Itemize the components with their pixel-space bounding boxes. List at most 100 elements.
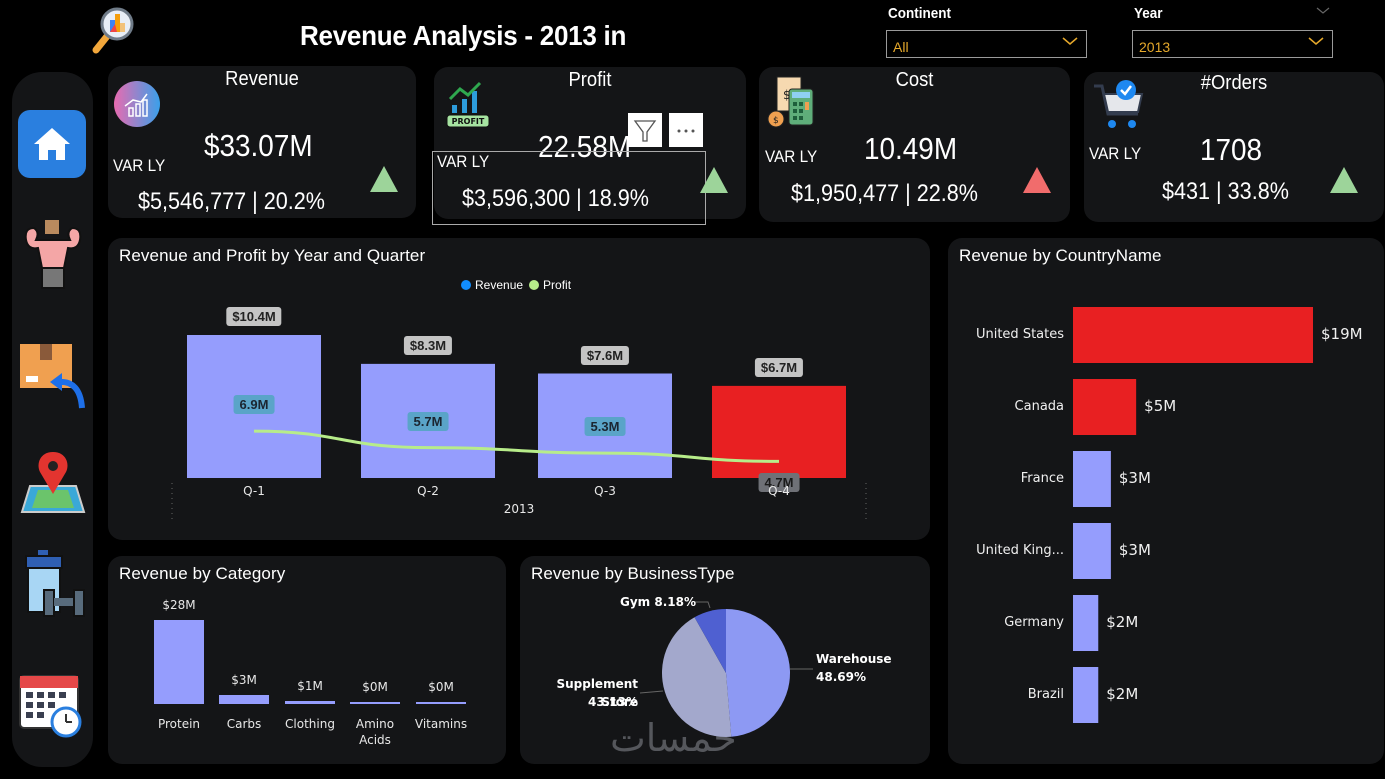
category-bar[interactable]	[219, 695, 269, 704]
category-value-label: $3M	[231, 673, 257, 687]
country-bar[interactable]	[1073, 523, 1111, 579]
x-axis-group-label: 2013	[503, 502, 535, 516]
sidebar-item-calendar[interactable]	[18, 668, 84, 738]
sidebar-item-products[interactable]	[18, 548, 85, 617]
home-icon	[18, 110, 86, 178]
country-bar[interactable]	[1073, 667, 1099, 723]
pie-slice[interactable]	[662, 617, 732, 737]
svg-text:$: $	[783, 88, 791, 102]
package-return-icon	[20, 344, 85, 409]
profit-line[interactable]	[253, 429, 780, 463]
more-options-icon	[677, 129, 695, 133]
x-axis-tick-label: Q-2	[417, 484, 439, 498]
leader-line	[695, 601, 711, 609]
country-label: France	[1020, 471, 1064, 486]
x-axis-tick-label: Q-4	[768, 484, 790, 498]
category-value-label: $0M	[362, 680, 388, 694]
magnifier-chart-icon	[84, 4, 138, 56]
country-value-label: $5M	[1144, 397, 1177, 415]
legend-label-profit: Profit	[543, 278, 572, 292]
category-bar[interactable]	[350, 702, 400, 704]
filter-button[interactable]	[628, 113, 662, 147]
revenue-bar[interactable]	[712, 385, 846, 478]
kpi-title: Profit	[568, 69, 612, 91]
legend-dot-profit	[529, 280, 540, 290]
calendar-clock-icon	[19, 675, 82, 738]
category-label: Carbs	[226, 717, 262, 731]
country-bar[interactable]	[1073, 595, 1099, 651]
year-slicer-label: Year	[1134, 5, 1163, 22]
leader-line	[639, 690, 664, 694]
country-bar[interactable]	[1073, 307, 1313, 363]
kpi-value: 10.49M	[864, 131, 958, 166]
kpi-value: 1708	[1200, 132, 1263, 167]
country-bar[interactable]	[1073, 379, 1137, 435]
profit-data-label: 6.9M	[233, 395, 275, 415]
chevron-down-icon	[1308, 37, 1324, 45]
continent-slicer[interactable]: All	[886, 30, 1087, 58]
shopping-cart-check-icon	[1094, 80, 1144, 128]
kpi-variance: $5,546,777 | 20.2%	[138, 188, 325, 215]
sidebar-item-home[interactable]	[18, 110, 86, 178]
kpi-variance: $1,950,477 | 22.8%	[791, 180, 978, 207]
trend-up-icon	[700, 167, 728, 193]
pie-label-gym: Gym 8.18%	[620, 595, 696, 609]
kpi-card-cost[interactable]: Cost $ $ 10.49M VAR LY $1,950,477 | 22.8…	[759, 67, 1070, 222]
pie-value-warehouse: 48.69%	[816, 670, 866, 684]
category-chart-card[interactable]: Revenue by Category $28M Protein $3M Carbs $…	[108, 556, 506, 764]
country-label: Brazil	[1027, 687, 1064, 702]
more-options-button[interactable]	[669, 113, 703, 147]
pie-slice[interactable]	[726, 609, 790, 737]
category-bar[interactable]	[416, 702, 466, 704]
quarter-chart-card[interactable]: Revenue and Profit by Year and Quarter R…	[108, 238, 930, 540]
kpi-value: 22.58M	[538, 129, 632, 164]
calculator-cost-icon: $ $	[767, 76, 814, 128]
category-bar[interactable]	[285, 701, 335, 704]
profit-data-label: 4.7M	[758, 473, 800, 493]
category-label: Vitamins	[414, 717, 468, 731]
kpi-title: Cost	[895, 69, 934, 91]
kpi-card-profit[interactable]: Profit PROFIT 22.58M VAR LY $3,596,300 |…	[432, 67, 746, 225]
country-chart-plot	[1073, 307, 1313, 723]
country-label: United States	[975, 327, 1064, 342]
kpi-title: #Orders	[1200, 72, 1268, 94]
category-label: Protein	[157, 717, 201, 731]
business-chart-card[interactable]: Revenue by BusinessType خمسات Warehouse 4…	[520, 556, 930, 764]
x-axis-tick-label: Q-1	[243, 484, 265, 498]
sidebar	[12, 72, 93, 767]
category-label: Clothing	[285, 717, 335, 731]
pie-slice[interactable]	[694, 609, 726, 673]
kpi-card-orders[interactable]: #Orders 1708 VAR LY $431 | 33.8%	[1084, 72, 1384, 222]
svg-text:$: $	[773, 116, 779, 126]
kpi-var-label: VAR LY	[113, 156, 166, 175]
svg-text:PROFIT: PROFIT	[452, 117, 485, 126]
pie-value-supplement-store: 43.13%	[588, 695, 638, 709]
category-value-label: $1M	[297, 679, 323, 693]
country-value-label: $19M	[1321, 325, 1363, 343]
country-label: United King...	[976, 543, 1064, 558]
country-bar[interactable]	[1073, 451, 1111, 507]
year-slicer[interactable]: 2013	[1132, 30, 1333, 58]
sidebar-item-customers[interactable]	[18, 218, 84, 289]
kpi-card-revenue[interactable]: Revenue $33.07M VAR LY $5,546,777 | 20.2…	[108, 66, 416, 218]
map-pin-icon	[20, 452, 86, 513]
country-value-label: $2M	[1106, 613, 1139, 631]
kpi-title: Revenue	[225, 68, 299, 90]
category-value-label: $28M	[162, 598, 196, 612]
category-bar[interactable]	[154, 620, 204, 704]
country-chart-card[interactable]: Revenue by CountryName United States $19M…	[948, 238, 1384, 764]
sidebar-item-returns[interactable]	[18, 340, 85, 409]
country-value-label: $3M	[1118, 469, 1151, 487]
pie-label-warehouse: Warehouse	[816, 652, 892, 666]
collapse-chevron-icon[interactable]	[1316, 6, 1330, 16]
quarter-chart-plot	[171, 335, 867, 523]
revenue-growth-icon	[114, 81, 160, 127]
sidebar-item-map[interactable]	[18, 450, 86, 516]
filter-icon	[633, 120, 657, 142]
year-slicer-value: 2013	[1139, 39, 1171, 55]
kpi-var-label: VAR LY	[437, 152, 490, 171]
country-value-label: $3M	[1118, 541, 1151, 559]
chart-title: Revenue by Category	[119, 564, 286, 583]
country-value-label: $2M	[1106, 685, 1139, 703]
legend-label-revenue: Revenue	[475, 278, 524, 292]
